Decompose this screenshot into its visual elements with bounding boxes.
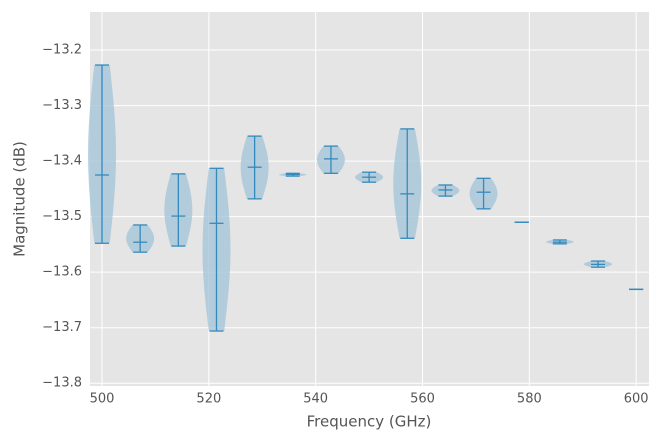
- x-tick-label: 500: [90, 392, 115, 407]
- x-tick-label: 580: [517, 392, 542, 407]
- y-tick-label: −13.4: [42, 154, 82, 169]
- y-tick-label: −13.2: [42, 43, 82, 58]
- y-tick-label: −13.3: [42, 98, 82, 113]
- y-tick-label: −13.6: [42, 265, 82, 280]
- x-axis-label: Frequency (GHz): [307, 413, 432, 431]
- y-tick-label: −13.8: [42, 376, 82, 391]
- x-tick-label: 600: [624, 392, 649, 407]
- y-tick-label: −13.7: [42, 320, 82, 335]
- x-tick-label: 520: [196, 392, 221, 407]
- y-axis-label: Magnitude (dB): [11, 141, 29, 257]
- x-tick-label: 540: [303, 392, 328, 407]
- y-tick-label: −13.5: [42, 209, 82, 224]
- x-tick-label: 560: [410, 392, 435, 407]
